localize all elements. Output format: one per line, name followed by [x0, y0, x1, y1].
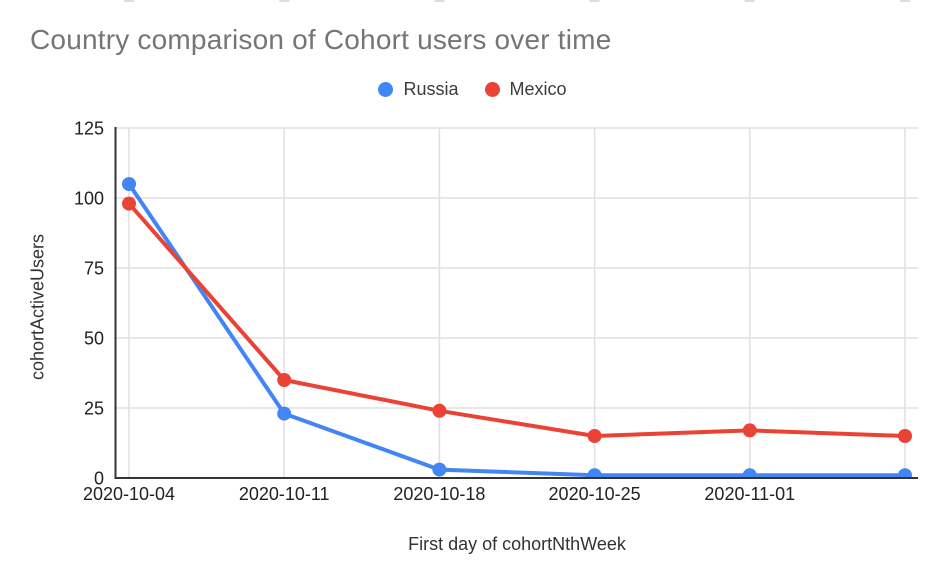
- chart-title: Country comparison of Cohort users over …: [30, 24, 612, 55]
- cropped-artifact: [279, 0, 290, 2]
- legend-dot-mexico: [484, 81, 500, 97]
- line-mexico: [127, 202, 906, 439]
- data-point-russia[interactable]: [432, 462, 447, 477]
- data-point-mexico[interactable]: [587, 429, 602, 443]
- x-tick-label: 2020-10-25: [549, 484, 641, 504]
- y-tick-label: 50: [84, 329, 104, 349]
- data-point-russia[interactable]: [122, 177, 136, 191]
- data-point-mexico[interactable]: [898, 429, 912, 443]
- line-russia: [127, 182, 905, 478]
- data-point-russia[interactable]: [898, 468, 912, 482]
- cropped-artifact: [744, 0, 755, 2]
- data-point-russia[interactable]: [742, 468, 757, 482]
- y-tick-label: 0: [94, 469, 104, 489]
- legend-dot-russia: [378, 81, 394, 97]
- y-tick-label: 75: [84, 259, 104, 279]
- cropped-artifact: [589, 0, 600, 2]
- x-tick-label: 2020-10-11: [239, 484, 330, 504]
- legend-label: Russia: [403, 78, 459, 99]
- series-russia: [122, 177, 912, 482]
- legend-label: Mexico: [509, 78, 567, 99]
- y-tick-label: 25: [84, 399, 104, 419]
- legend-item-russia[interactable]: Russia: [378, 78, 459, 100]
- chart-legend: Russia Mexico: [0, 76, 945, 102]
- cropped-artifact: [124, 0, 134, 2]
- data-point-mexico[interactable]: [122, 196, 136, 211]
- x-tick-label: 2020-11-01: [704, 484, 795, 504]
- y-axis-title: cohortActiveUsers: [27, 233, 48, 381]
- x-axis-title: First day of cohortNthWeek: [408, 534, 626, 554]
- x-tick-label: 2020-10-04: [83, 484, 175, 504]
- y-tick-label: 100: [74, 189, 104, 209]
- x-tick-label: 2020-10-18: [393, 484, 485, 504]
- legend-item-mexico[interactable]: Mexico: [484, 78, 567, 100]
- cropped-artifact: [900, 0, 910, 2]
- data-point-russia[interactable]: [587, 468, 602, 482]
- y-tick-label: 125: [74, 119, 104, 139]
- data-point-russia[interactable]: [277, 406, 292, 421]
- data-point-mexico[interactable]: [277, 373, 292, 387]
- data-point-mexico[interactable]: [432, 403, 447, 418]
- cropped-artifact: [434, 0, 445, 2]
- series-mexico: [122, 196, 912, 443]
- data-point-mexico[interactable]: [742, 423, 757, 438]
